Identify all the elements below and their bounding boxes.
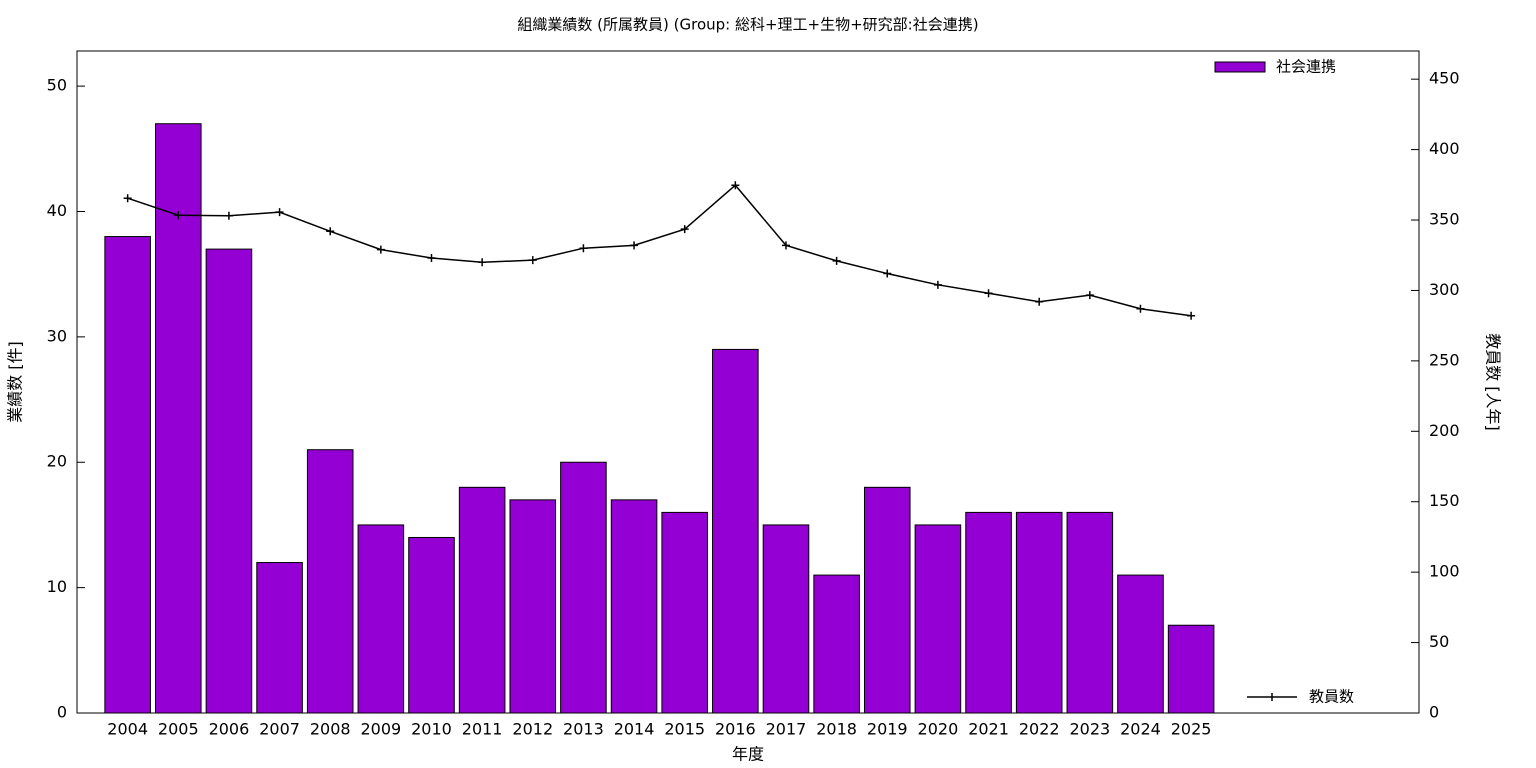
x-tick-label: 2008 xyxy=(310,720,351,739)
x-tick-label: 2022 xyxy=(1019,720,1060,739)
bar xyxy=(813,574,860,714)
x-tick-label: 2025 xyxy=(1171,720,1212,739)
x-axis-label: 年度 xyxy=(732,745,764,764)
bar xyxy=(712,348,759,714)
bar xyxy=(762,524,810,714)
point xyxy=(630,241,639,250)
bar xyxy=(154,123,202,714)
x-tick-label: 2007 xyxy=(259,720,300,739)
point xyxy=(579,244,588,253)
point xyxy=(832,256,841,265)
point xyxy=(123,194,132,203)
bar xyxy=(1117,574,1164,714)
x-tick-label: 2006 xyxy=(209,720,250,739)
legend-label: 社会連携 xyxy=(1276,58,1336,76)
bar xyxy=(863,486,911,714)
x-tick-label: 2010 xyxy=(411,720,452,739)
x-tick-label: 2013 xyxy=(563,720,604,739)
legend-swatch xyxy=(1214,61,1266,73)
bar xyxy=(408,536,455,714)
x-tick-label: 2020 xyxy=(918,720,959,739)
x-tick-label: 2019 xyxy=(867,720,908,739)
y2-tick-label: 300 xyxy=(1429,280,1460,299)
point xyxy=(376,245,385,254)
point xyxy=(933,280,942,289)
y2-tick-label: 100 xyxy=(1429,562,1460,581)
bar xyxy=(306,449,354,714)
point xyxy=(680,225,689,234)
point xyxy=(174,211,183,220)
bar xyxy=(104,236,151,714)
bar xyxy=(610,499,658,714)
bar xyxy=(509,499,557,714)
chart-title: 組織業績数 (所属教員) (Group: 総科+理工+生物+研究部:社会連携) xyxy=(517,16,978,34)
line xyxy=(127,184,1192,317)
y-tick-label: 30 xyxy=(47,326,67,345)
x-tick-label: 2017 xyxy=(766,720,807,739)
point xyxy=(427,254,436,263)
point xyxy=(731,181,740,190)
point xyxy=(224,211,233,220)
x-tick-label: 2005 xyxy=(158,720,199,739)
legend-label: 教員数 xyxy=(1309,688,1354,706)
legend-swatch xyxy=(1247,693,1297,701)
bar xyxy=(661,511,708,714)
y2-axis-label: 教員数 [人年] xyxy=(1484,333,1503,431)
point xyxy=(478,258,487,267)
point xyxy=(984,289,993,298)
x-tick-label: 2009 xyxy=(360,720,401,739)
x-tick-label: 2021 xyxy=(968,720,1009,739)
point xyxy=(1085,291,1094,300)
point xyxy=(326,227,335,236)
y2-tick-label: 450 xyxy=(1429,69,1460,88)
y2-tick-label: 250 xyxy=(1429,350,1460,369)
bar xyxy=(256,562,303,714)
x-tick-label: 2014 xyxy=(614,720,655,739)
bar xyxy=(458,486,506,714)
x-tick-label: 2004 xyxy=(107,720,148,739)
x-tick-label: 2012 xyxy=(512,720,553,739)
y2-tick-label: 350 xyxy=(1429,210,1460,229)
x-tick-label: 2011 xyxy=(462,720,503,739)
y-tick-label: 20 xyxy=(47,452,67,471)
x-tick-label: 2016 xyxy=(715,720,756,739)
bar xyxy=(965,511,1012,714)
y2-tick-label: 0 xyxy=(1429,703,1439,722)
bar xyxy=(1167,624,1215,714)
point xyxy=(1187,311,1196,320)
y2-tick-label: 400 xyxy=(1429,139,1460,158)
y-tick-label: 40 xyxy=(47,201,67,220)
bar xyxy=(1015,511,1063,714)
point xyxy=(275,208,284,217)
point xyxy=(528,256,537,265)
x-tick-label: 2015 xyxy=(664,720,705,739)
bar xyxy=(914,524,962,714)
y-tick-label: 50 xyxy=(47,76,67,95)
y-axis-label: 業績数 [件] xyxy=(6,341,25,423)
point xyxy=(781,241,790,250)
point xyxy=(1035,297,1044,306)
x-tick-label: 2018 xyxy=(816,720,857,739)
y2-tick-label: 150 xyxy=(1429,491,1460,510)
x-tick-label: 2024 xyxy=(1120,720,1161,739)
y2-tick-label: 200 xyxy=(1429,421,1460,440)
bar xyxy=(560,461,607,714)
bar xyxy=(1066,511,1114,714)
x-tick-label: 2023 xyxy=(1069,720,1110,739)
y-tick-label: 0 xyxy=(57,703,67,722)
bar xyxy=(205,248,253,714)
y-tick-label: 10 xyxy=(47,577,67,596)
y2-tick-label: 50 xyxy=(1429,632,1449,651)
point xyxy=(1136,304,1145,313)
bar xyxy=(357,524,405,714)
point xyxy=(883,269,892,278)
